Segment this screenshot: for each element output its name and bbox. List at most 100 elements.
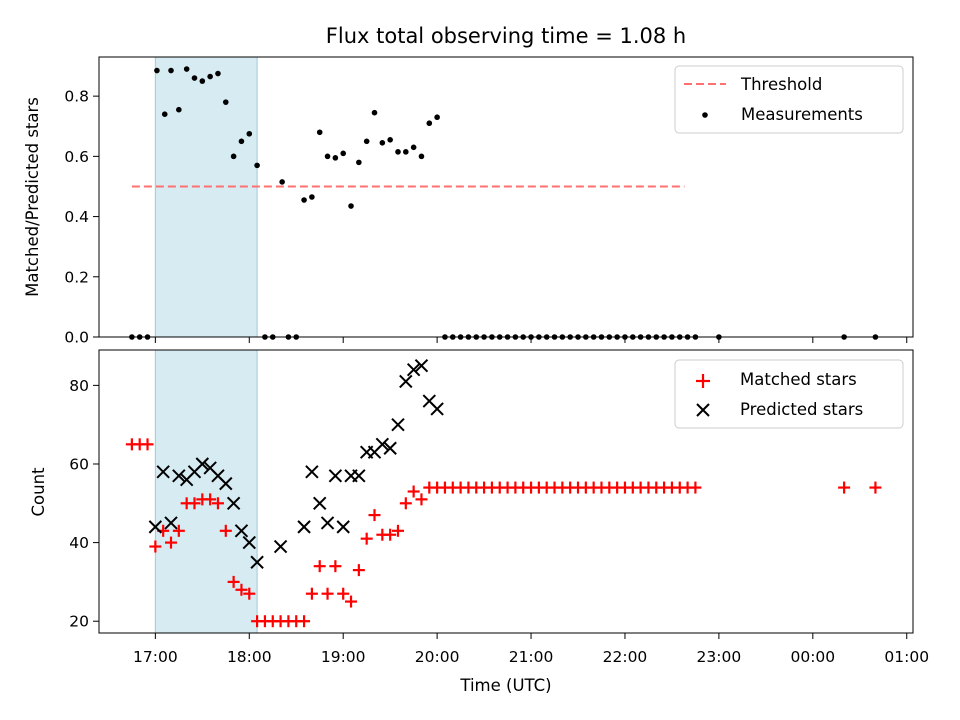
- matched-star-point: [329, 560, 342, 573]
- measurement-point: [230, 153, 237, 160]
- measurement-point: [410, 144, 417, 151]
- measurement-point: [301, 197, 307, 203]
- x-tick-label: 18:00: [227, 648, 272, 666]
- matched-star-point: [211, 497, 224, 510]
- chart-title: Flux total observing time = 1.08 h: [326, 24, 686, 48]
- matched-star-point: [345, 595, 358, 608]
- predicted-star-point: [297, 520, 311, 534]
- matched-star-point: [384, 528, 397, 541]
- matched-star-point: [321, 587, 334, 600]
- measurement-point: [222, 99, 229, 105]
- measurement-point: [324, 153, 331, 160]
- matched-star-point: [219, 524, 232, 537]
- legend-predicted-marker: [696, 403, 710, 417]
- measurement-point: [254, 162, 260, 169]
- x-tick-label: 17:00: [133, 648, 178, 666]
- predicted-star-point: [172, 469, 186, 483]
- matched-star-point: [415, 493, 428, 506]
- predicted-star-point: [226, 496, 241, 510]
- top-y-axis-label: Matched/Predicted stars: [23, 97, 42, 297]
- predicted-star-point: [336, 520, 350, 534]
- bottom-y-tick-label: 80: [69, 377, 89, 395]
- measurement-point: [387, 136, 393, 143]
- measurement-point: [199, 78, 206, 84]
- matched-star-point: [360, 532, 373, 545]
- predicted-star-point: [320, 516, 335, 530]
- predicted-star-point: [164, 516, 178, 530]
- measurement-point: [379, 140, 386, 146]
- bottom-y-tick-label: 40: [69, 534, 89, 552]
- x-tick-label: 22:00: [603, 648, 648, 666]
- top-y-tick-label: 0.0: [64, 329, 89, 347]
- x-tick-label: 23:00: [697, 648, 742, 666]
- legend-threshold-label: Threshold: [740, 75, 822, 94]
- matched-star-point: [149, 540, 162, 553]
- bottom-legend: Matched stars Predicted stars: [674, 359, 904, 429]
- measurement-point: [279, 179, 285, 185]
- measurement-point: [246, 130, 253, 137]
- measurement-point: [403, 149, 409, 155]
- measurement-point: [348, 203, 354, 209]
- matched-star-point: [689, 481, 702, 494]
- measurement-point: [340, 150, 347, 157]
- legend-measurements-label: Measurements: [741, 105, 863, 124]
- predicted-star-point: [406, 362, 421, 377]
- bottom-panel: 20 40 60 80 17:00 18:00 19:00 20:00 21:00 22:00 2…: [29, 349, 929, 695]
- matched-star-point: [165, 536, 178, 549]
- predicted-star-point: [273, 539, 288, 554]
- measurement-point: [426, 120, 433, 127]
- predicted-star-point: [234, 524, 249, 538]
- predicted-star-point: [242, 535, 256, 550]
- measurement-point: [161, 111, 168, 118]
- measurement-point: [238, 138, 245, 145]
- top-legend-box: [674, 65, 904, 134]
- measurement-point: [176, 106, 182, 113]
- legend-matched-label: Matched stars: [740, 370, 857, 389]
- matched-star-point: [298, 615, 311, 628]
- bottom-y-tick-label: 20: [69, 613, 89, 631]
- matched-star-point: [235, 583, 248, 596]
- top-axes-frame: [98, 56, 914, 338]
- top-y-tick-label: 0.4: [64, 208, 89, 226]
- matched-star-point: [305, 587, 318, 600]
- matched-star-point: [141, 438, 154, 451]
- matched-star-point: [227, 575, 240, 588]
- top-highlight-span: [154, 56, 258, 338]
- matched-star-point: [172, 524, 185, 537]
- predicted-star-point: [313, 496, 327, 510]
- bottom-y-tick-label: 60: [69, 455, 89, 473]
- matched-star-point: [313, 560, 326, 573]
- x-axis-label: Time (UTC): [459, 676, 551, 695]
- top-y-tick-label: 0.2: [64, 268, 89, 286]
- legend-matched-marker: [696, 374, 710, 388]
- x-tick-label: 19:00: [321, 648, 366, 666]
- bottom-y-axis-label: Count: [29, 467, 48, 517]
- matched-star-point: [869, 481, 882, 494]
- measurement-point: [183, 66, 190, 72]
- measurement-point: [363, 138, 370, 145]
- predicted-star-point: [156, 465, 170, 479]
- measurement-point: [168, 67, 174, 74]
- predicted-star-point: [305, 465, 319, 479]
- measurement-point: [207, 73, 213, 80]
- top-y-tick-label: 0.6: [64, 148, 89, 166]
- predicted-star-point: [219, 476, 233, 491]
- measurement-point: [356, 159, 362, 166]
- measurement-point: [154, 67, 160, 74]
- matched-star-point: [391, 524, 404, 537]
- measurement-point: [418, 153, 425, 160]
- predicted-star-point: [195, 457, 210, 471]
- matched-star-point: [368, 509, 381, 522]
- measurement-point: [316, 129, 323, 136]
- measurement-point: [395, 149, 401, 155]
- measurement-point: [371, 109, 378, 116]
- predicted-star-point: [352, 469, 366, 483]
- top-legend: Threshold Measurements: [674, 65, 904, 134]
- x-tick-label: 20:00: [415, 648, 460, 666]
- matched-star-point: [243, 587, 256, 600]
- matched-star-point: [188, 497, 201, 510]
- predicted-star-point: [328, 469, 343, 483]
- measurement-point: [191, 75, 198, 81]
- predicted-star-point: [148, 520, 163, 534]
